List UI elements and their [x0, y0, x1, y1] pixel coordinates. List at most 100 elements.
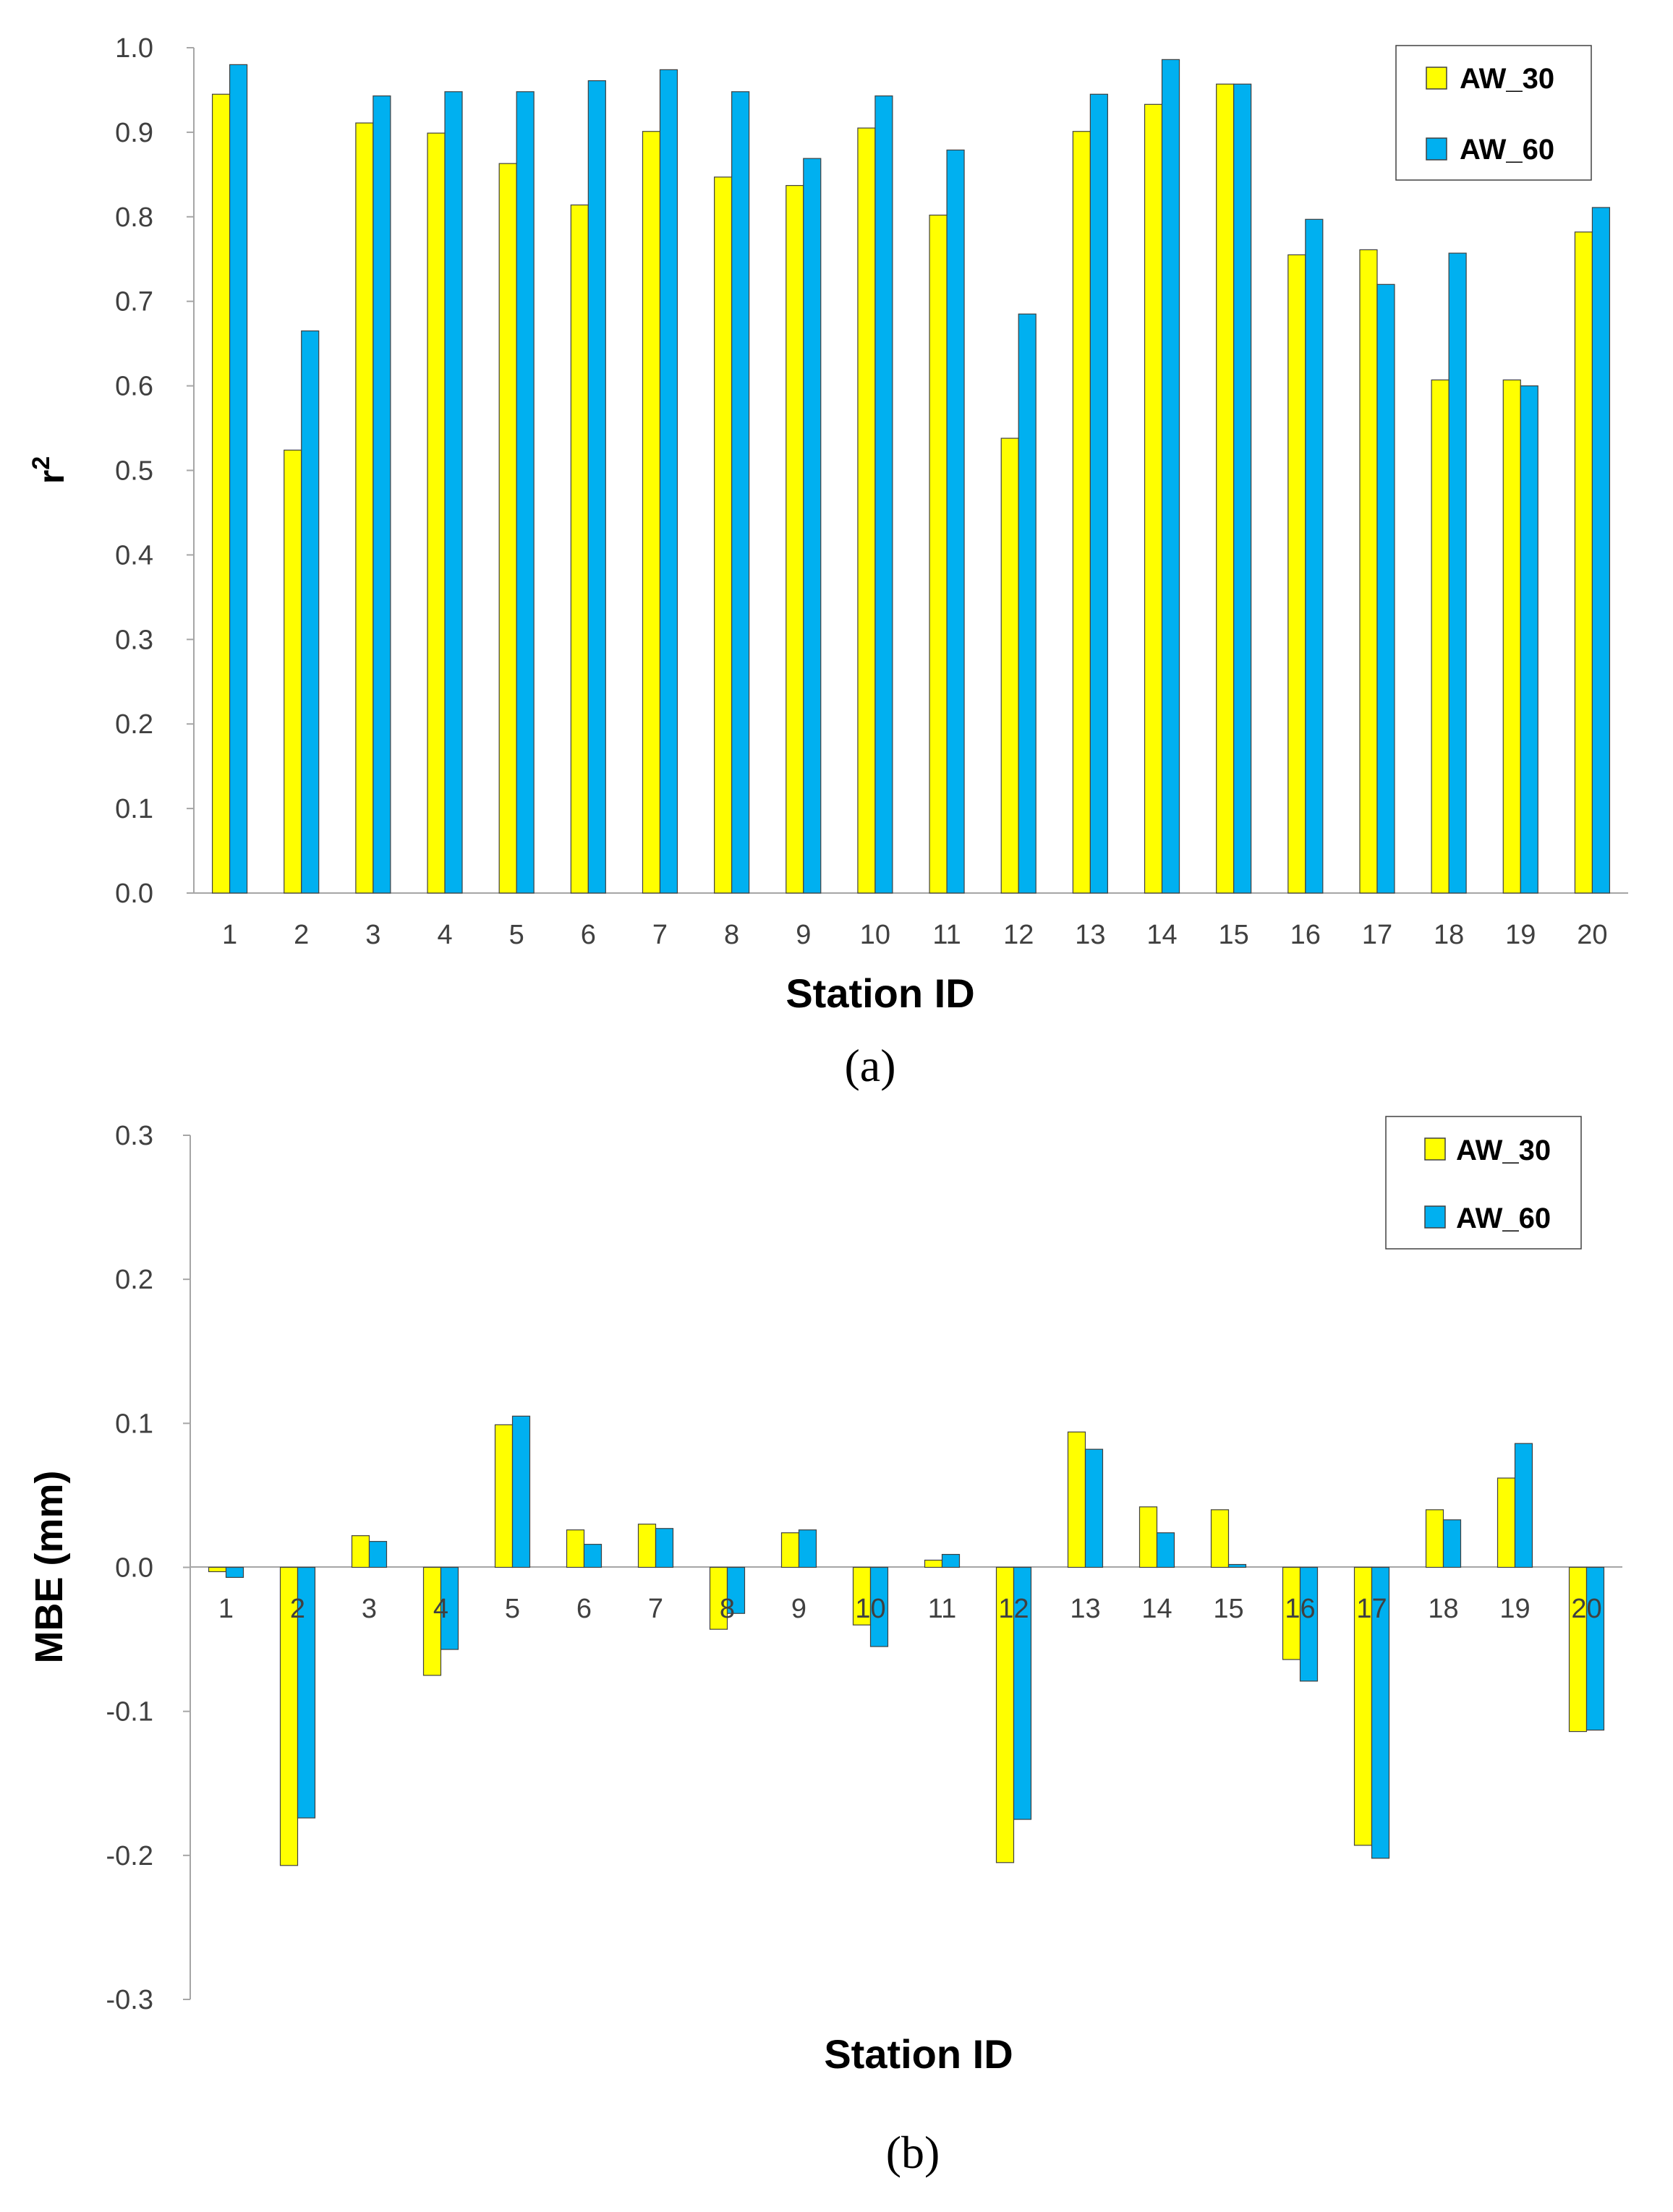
panel-a-y-tick-label: 0.0 — [115, 879, 153, 909]
panel-a-x-axis-title: Station ID — [786, 970, 974, 1016]
panel-b-bar-aw30-station-6 — [566, 1529, 585, 1568]
panel-b-bar-aw30-station-1 — [208, 1566, 227, 1573]
panel-a-bar-aw30-station-14 — [1144, 103, 1163, 894]
panel-a-x-tick-label: 16 — [1290, 920, 1321, 950]
panel-a-x-tick-label: 11 — [932, 920, 961, 950]
panel-b-bar-aw30-station-8 — [709, 1566, 728, 1630]
panel-b-x-tick-label: 7 — [648, 1594, 663, 1624]
panel-b-legend-label-aw60: AW_60 — [1456, 1203, 1551, 1234]
panel-a-bar-aw60-station-8 — [731, 91, 750, 894]
panel-b-bar-aw60-station-11 — [941, 1553, 961, 1568]
panel-a-bar-aw60-station-19 — [1520, 385, 1538, 894]
panel-b-x-tick-label: 16 — [1285, 1594, 1315, 1624]
panel-a-bar-aw60-station-15 — [1233, 83, 1252, 894]
panel-b-bar-aw60-station-20 — [1585, 1566, 1605, 1731]
panel-b-x-tick-label: 18 — [1428, 1594, 1458, 1624]
panel-a-x-tick-label: 18 — [1434, 920, 1464, 950]
panel-b-x-tick-label: 11 — [928, 1594, 956, 1624]
panel-a-x-tick-label: 15 — [1219, 920, 1249, 950]
panel-b-legend-box — [1385, 1116, 1582, 1250]
panel-b-mbe-chart: -0.3-0.2-0.10.00.10.20.3 1 2 3 4 5 6 7 8 9 10 11 12… — [27, 1116, 1622, 2178]
panel-b-x-tick-label: 20 — [1571, 1594, 1601, 1624]
panel-a-y-axis-title: r2 — [27, 456, 72, 484]
panel-a-legend: AW_30 AW_60 — [1395, 45, 1592, 181]
panel-a-y-tick-label: 1.0 — [115, 33, 153, 64]
panel-a-y-tick-label: 0.6 — [115, 372, 153, 402]
panel-b-y-axis-title: MBE (mm) — [27, 1471, 71, 1664]
panel-a-x-tick-label: 3 — [365, 920, 380, 950]
panel-b-label: (b) — [886, 2127, 940, 2178]
panel-a-bar-aw30-station-10 — [857, 127, 876, 894]
panel-a-x-tick-label: 17 — [1362, 920, 1392, 950]
panel-b-x-tick-label: 1 — [218, 1594, 234, 1624]
panel-a-bar-aw60-station-3 — [373, 95, 391, 894]
panel-b-bar-aw60-station-18 — [1442, 1519, 1462, 1568]
panel-a-bar-aw30-station-9 — [786, 184, 804, 894]
panel-b-bar-aw60-station-2 — [297, 1566, 316, 1819]
panel-b-x-tick-label: 6 — [576, 1594, 592, 1624]
panel-b-x-tick-label: 19 — [1499, 1594, 1530, 1624]
panel-b-bar-aw60-station-4 — [440, 1566, 459, 1650]
panel-b-bar-aw30-station-15 — [1210, 1509, 1230, 1568]
panel-b-y-tick-label: 0.3 — [115, 1121, 153, 1151]
panel-a-bar-aw30-station-11 — [929, 214, 948, 894]
panel-a-bar-aw30-station-20 — [1574, 231, 1593, 894]
panel-b-x-tick-label: 5 — [505, 1594, 520, 1624]
panel-a-bar-aw30-station-6 — [570, 204, 589, 894]
panel-b-y-tick-label: 0.1 — [115, 1409, 153, 1439]
panel-a-bar-aw60-station-13 — [1089, 93, 1108, 894]
panel-b-bar-aw60-station-7 — [655, 1528, 674, 1568]
panel-a-x-tick-label: 5 — [509, 920, 524, 950]
panel-a-x-tick-label: 19 — [1505, 920, 1536, 950]
panel-a-bar-aw30-station-17 — [1359, 249, 1378, 894]
panel-a-bar-aw30-station-12 — [1000, 437, 1019, 894]
panel-b-x-tick-label: 10 — [855, 1594, 885, 1624]
panel-b-bar-aw60-station-15 — [1227, 1563, 1247, 1568]
panel-a-bar-aw60-station-20 — [1591, 207, 1611, 894]
panel-b-x-tick-label: 14 — [1141, 1594, 1172, 1624]
panel-a-x-tick-label: 10 — [860, 920, 890, 950]
panel-b-bar-aw30-station-5 — [494, 1424, 514, 1568]
panel-b-bar-aw60-station-9 — [798, 1529, 817, 1568]
panel-b-legend-label-aw30: AW_30 — [1456, 1135, 1551, 1166]
panel-b-bar-aw60-station-13 — [1084, 1448, 1104, 1568]
panel-b-bar-aw30-station-14 — [1138, 1506, 1158, 1568]
panel-a-bar-aw60-station-5 — [516, 91, 535, 894]
panel-b-bar-aw30-station-13 — [1067, 1431, 1086, 1568]
panel-a-legend-swatch-aw30 — [1426, 67, 1447, 90]
panel-a-legend-label-aw60: AW_60 — [1460, 134, 1554, 166]
panel-b-y-tick-label: 0.0 — [115, 1553, 153, 1584]
panel-a-x-tick-label: 2 — [294, 920, 309, 950]
panel-a-y-tick-label: 0.3 — [115, 625, 153, 655]
panel-a-bar-aw30-station-13 — [1072, 131, 1091, 894]
panel-a-y-tick-label: 0.4 — [115, 540, 153, 571]
panel-a-bar-aw60-station-17 — [1376, 283, 1395, 894]
panel-a-legend-label-aw30: AW_30 — [1460, 63, 1554, 95]
panel-b-bar-aw60-station-6 — [583, 1544, 603, 1568]
panel-b-bar-aw30-station-3 — [351, 1535, 370, 1568]
panel-a-bar-aw60-station-14 — [1161, 59, 1180, 894]
panel-a-x-tick-label: 4 — [437, 920, 452, 950]
panel-a-bar-aw30-station-15 — [1216, 83, 1235, 894]
panel-b-bar-aw30-station-12 — [995, 1566, 1015, 1863]
panel-a-bar-aw60-station-18 — [1448, 252, 1467, 894]
panel-b-x-tick-label: 9 — [791, 1594, 806, 1624]
panel-a-bar-aw30-station-2 — [284, 449, 302, 894]
panel-b-bar-aw30-station-19 — [1497, 1477, 1516, 1568]
panel-b-bar-aw30-station-17 — [1353, 1566, 1373, 1846]
panel-b-legend-swatch-aw30 — [1424, 1137, 1446, 1161]
panel-a-bar-aw30-station-4 — [427, 132, 446, 894]
panel-b-bar-aw30-station-10 — [852, 1566, 872, 1626]
panel-b-bar-aw60-station-1 — [225, 1566, 244, 1579]
panel-a-bar-aw60-station-10 — [874, 95, 893, 894]
panel-a-bar-aw60-station-11 — [946, 149, 965, 894]
panel-b-x-tick-label: 2 — [290, 1594, 305, 1624]
panel-b-y-tick-label: -0.2 — [106, 1841, 153, 1871]
panel-a-x-tick-label: 9 — [796, 920, 811, 950]
panel-a-x-tick-label: 14 — [1146, 920, 1177, 950]
panel-a-x-tick-label: 13 — [1075, 920, 1105, 950]
panel-b-bar-aw60-station-5 — [511, 1415, 531, 1568]
panel-b-x-tick-label: 8 — [720, 1594, 735, 1624]
